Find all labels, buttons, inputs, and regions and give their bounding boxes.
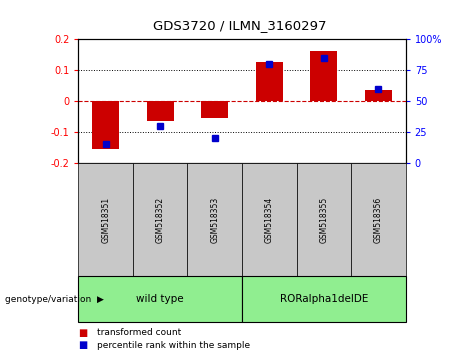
Text: GSM518355: GSM518355 (319, 196, 328, 242)
Bar (147, 101, 174, 121)
Bar (92, 101, 119, 149)
Text: wild type: wild type (136, 294, 184, 304)
Text: ■: ■ (78, 340, 88, 350)
Text: GSM518354: GSM518354 (265, 196, 274, 242)
Text: GSM518351: GSM518351 (101, 196, 110, 242)
Text: percentile rank within the sample: percentile rank within the sample (97, 341, 250, 350)
Text: ■: ■ (78, 328, 88, 338)
Bar (201, 101, 228, 118)
Bar (256, 62, 283, 101)
Text: GSM518352: GSM518352 (156, 196, 165, 242)
Bar (310, 51, 337, 101)
Text: RORalpha1delDE: RORalpha1delDE (280, 294, 368, 304)
Text: GSM518356: GSM518356 (374, 196, 383, 242)
Text: genotype/variation  ▶: genotype/variation ▶ (5, 295, 103, 304)
Text: GSM518353: GSM518353 (210, 196, 219, 242)
Bar (365, 90, 392, 101)
Text: transformed count: transformed count (97, 328, 181, 337)
Text: GDS3720 / ILMN_3160297: GDS3720 / ILMN_3160297 (153, 19, 326, 33)
